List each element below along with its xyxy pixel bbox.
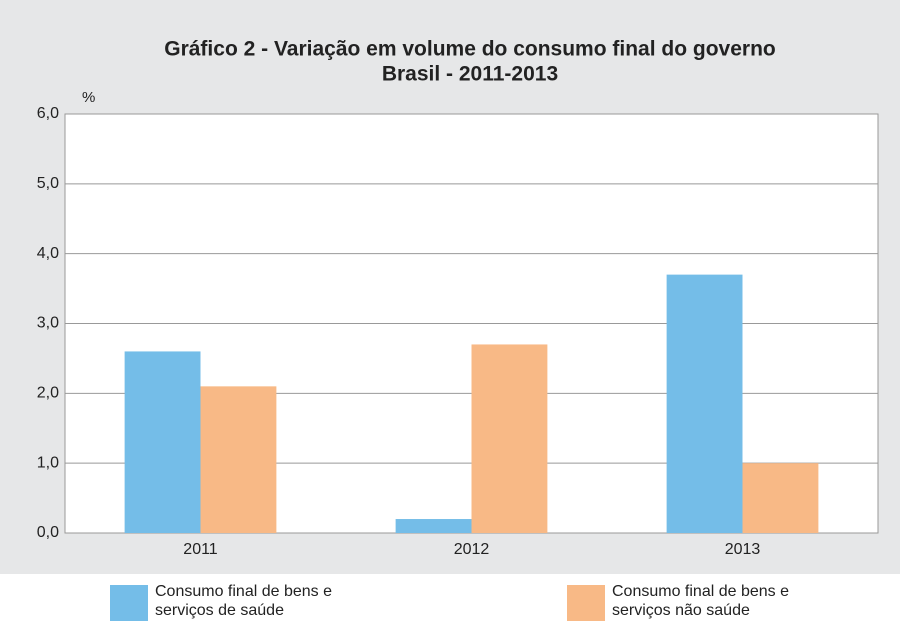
y-tick-label: 2,0 — [37, 385, 59, 402]
bar — [742, 463, 819, 533]
y-tick-label: 4,0 — [37, 245, 59, 262]
bar — [200, 386, 277, 533]
x-tick-label: 2011 — [183, 541, 218, 558]
x-tick-label: 2012 — [454, 541, 490, 558]
y-tick-label: 0,0 — [37, 524, 59, 541]
chart-subtitle: Brasil - 2011-2013 — [382, 63, 558, 86]
bar — [666, 274, 743, 533]
x-tick-label: 2013 — [725, 541, 761, 558]
legend-swatch — [110, 585, 148, 621]
chart-title: Gráfico 2 - Variação em volume do consum… — [164, 38, 775, 61]
y-tick-label: 1,0 — [37, 454, 59, 471]
bar — [124, 351, 201, 533]
y-axis-label: % — [82, 89, 95, 106]
legend-swatch — [567, 585, 605, 621]
legend-label: Consumo final de bens e serviços não saú… — [612, 583, 789, 619]
y-tick-label: 5,0 — [37, 175, 59, 192]
chart: Gráfico 2 - Variação em volume do consum… — [0, 0, 900, 574]
bar — [471, 344, 548, 533]
legend-label: Consumo final de bens e serviços de saúd… — [155, 583, 332, 619]
y-tick-label: 6,0 — [37, 105, 59, 122]
y-tick-label: 3,0 — [37, 315, 59, 332]
bar — [395, 519, 472, 533]
